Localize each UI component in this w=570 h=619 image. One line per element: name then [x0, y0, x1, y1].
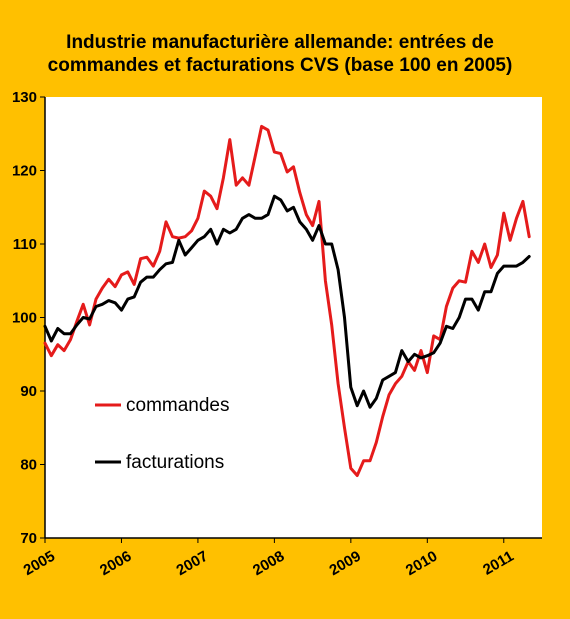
legend-label-commandes: commandes	[126, 395, 230, 416]
y-tick-label: 110	[13, 236, 37, 253]
chart-title-line-1: Industrie manufacturière allemande: entr…	[66, 32, 494, 53]
legend: commandes facturations	[95, 395, 230, 473]
series-line-commandes	[43, 124, 531, 477]
y-tick-label: 120	[12, 163, 37, 180]
legend-label-facturations: facturations	[126, 452, 224, 473]
chart-title-line-2: commandes et facturations CVS (base 100 …	[48, 55, 513, 76]
series-line-facturations	[43, 194, 531, 409]
y-tick-label: 90	[20, 383, 37, 400]
plot-area	[45, 97, 542, 538]
y-tick-label: 130	[12, 89, 37, 106]
y-tick-label: 100	[12, 310, 37, 327]
y-tick-label: 80	[20, 457, 37, 474]
y-tick-label: 70	[20, 530, 37, 547]
